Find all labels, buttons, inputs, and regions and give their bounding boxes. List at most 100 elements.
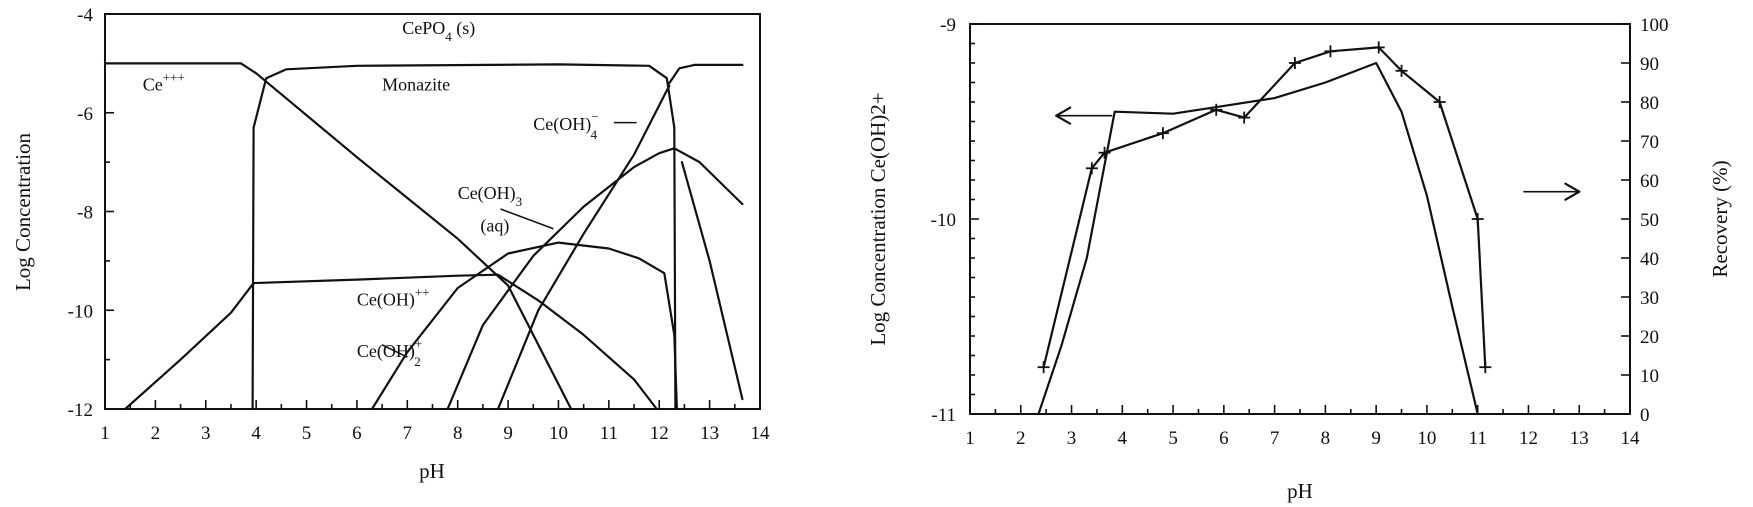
left-y-tick-label: -12 (68, 400, 93, 421)
left-x-tick-label: 3 (201, 423, 211, 444)
right-y-tick-label: -9 (940, 15, 956, 36)
right-x-tick-label: 7 (1270, 428, 1280, 449)
left-x-tick-label: 14 (751, 423, 771, 444)
right-x-ticks: 1 2 3 4 5 6 7 8 9 10 11 12 13 14 (965, 405, 1640, 449)
left-x-tick-label: 1 (100, 423, 110, 444)
right-x-tick-label: 8 (1321, 428, 1331, 449)
right-x-tick-label: 9 (1371, 428, 1381, 449)
species-label: Ce(OH)+ 2 (357, 336, 422, 369)
species-label-subscript: 2 (414, 354, 421, 369)
left-series-curve (496, 84, 671, 411)
species-label-charge: ++ (415, 284, 430, 299)
species-label: Ce(OH)− 4 (533, 109, 598, 142)
species-label: CePO4 (s) (402, 18, 475, 44)
species-label: Monazite (382, 75, 450, 95)
species-label: Ce+++ (143, 70, 185, 95)
left-x-tick-label: 13 (700, 423, 719, 444)
right-y2-tick-label: 90 (1640, 54, 1659, 75)
left-x-tick-label: 5 (302, 423, 312, 444)
left-x-tick-label: 2 (151, 423, 161, 444)
species-label: Ce(OH)++ (357, 284, 430, 310)
right-x-tick-label: 2 (1016, 428, 1026, 449)
right-y2-tick-label: 40 (1640, 249, 1659, 270)
species-label-base: Ce (143, 75, 163, 95)
right-x-tick-label: 4 (1118, 428, 1128, 449)
left-x-tick-label: 9 (503, 423, 513, 444)
right-y2-tick-label: 70 (1640, 132, 1659, 153)
species-label-base: CePO (402, 18, 445, 38)
right-y2-tick-label: 30 (1640, 288, 1659, 309)
left-series-curve (668, 63, 744, 85)
species-label-base: Ce(OH) (458, 183, 516, 204)
left-y-tick-label: -8 (77, 203, 93, 224)
right-y2-tick-label: 0 (1640, 405, 1650, 426)
right-plot-frame (969, 23, 1631, 415)
right-y2-axis-label: Recovery (%) (1708, 160, 1732, 277)
left-series-curve (680, 161, 744, 401)
species-label-charge: +++ (163, 70, 185, 85)
right-x-tick-label: 10 (1417, 428, 1436, 449)
species-label-subscript: 4 (445, 29, 452, 44)
concentration-curve (1037, 61, 1479, 416)
species-label: (aq) (480, 215, 509, 236)
left-series-curve (103, 62, 573, 411)
right-y2-tick-label: 100 (1640, 15, 1669, 36)
species-label-base: Ce(OH) (533, 114, 591, 135)
species-label: Ce(OH)3 (458, 183, 522, 209)
left-x-tick-label: 10 (549, 423, 568, 444)
species-label-base: Monazite (382, 75, 450, 95)
species-label-charge: + (415, 336, 422, 351)
right-x-tick-label: 6 (1219, 428, 1229, 449)
left-x-tick-label: 12 (650, 423, 669, 444)
right-curves (1037, 41, 1492, 416)
right-x-tick-label: 3 (1067, 428, 1077, 449)
right-x-tick-label: 14 (1621, 428, 1641, 449)
label-leader-line (381, 344, 408, 358)
right-y-tick-label: -10 (931, 210, 956, 231)
species-label-suffix: (s) (452, 18, 476, 39)
species-label-subscript: 4 (591, 127, 598, 142)
left-series-curve (446, 147, 744, 411)
right-x-tick-label: 12 (1519, 428, 1538, 449)
left-series-curve (251, 63, 677, 411)
right-x-tick-label: 5 (1168, 428, 1178, 449)
right-y2-tick-label: 10 (1640, 366, 1659, 387)
right-y2-tick-label: 50 (1640, 210, 1659, 231)
left-y-ticks: -12 -10 -8 -6 -4 (68, 5, 114, 421)
right-chart: 1 2 3 4 5 6 7 8 9 10 11 12 13 14 -11-10-9 01020304050… (866, 15, 1732, 503)
right-y2-tick-label: 60 (1640, 171, 1659, 192)
axis-pointer-arrow-head (1055, 106, 1072, 125)
left-x-tick-label: 8 (453, 423, 463, 444)
right-x-axis-label: pH (1287, 479, 1313, 503)
left-y-axis-label: Log Concentration (11, 132, 35, 291)
axis-pointer-arrow-head (1564, 182, 1581, 201)
left-plot-frame (104, 13, 761, 410)
left-curves (103, 62, 744, 411)
right-x-tick-label: 1 (965, 428, 975, 449)
species-label-subscript: 3 (516, 194, 523, 209)
species-label-charge: − (591, 109, 598, 124)
left-x-axis-label: pH (419, 459, 445, 483)
left-x-tick-label: 4 (251, 423, 261, 444)
left-x-ticks: 1 2 3 4 5 6 7 8 9 10 11 12 13 14 (100, 400, 770, 444)
left-chart: 1 2 3 4 5 6 7 8 9 10 11 12 13 14 -12-10-8-6-4 CePO4 (… (11, 5, 770, 483)
left-y-tick-label: -6 (77, 104, 93, 125)
left-y-tick-label: -10 (68, 301, 93, 322)
right-x-tick-label: 11 (1469, 428, 1487, 449)
species-label-base: Ce(OH) (357, 289, 415, 310)
species-label-base: Ce(OH) (357, 341, 415, 362)
right-y-ticks: -11 -10 -9 (931, 15, 979, 426)
left-x-tick-label: 11 (600, 423, 618, 444)
left-series-curve (124, 273, 658, 411)
left-x-tick-label: 7 (403, 423, 413, 444)
right-y2-tick-label: 20 (1640, 327, 1659, 348)
right-y2-ticks: 0 10 20 30 40 50 60 70 80 90 100 (1621, 15, 1669, 426)
right-arrows (1055, 106, 1581, 201)
right-y-axis-label: Log Concentration Ce(OH)2+ (866, 92, 890, 345)
species-label-base: (aq) (480, 215, 509, 236)
left-x-tick-label: 6 (352, 423, 362, 444)
left-series-curve (370, 241, 679, 411)
recovery-curve (1042, 46, 1487, 369)
